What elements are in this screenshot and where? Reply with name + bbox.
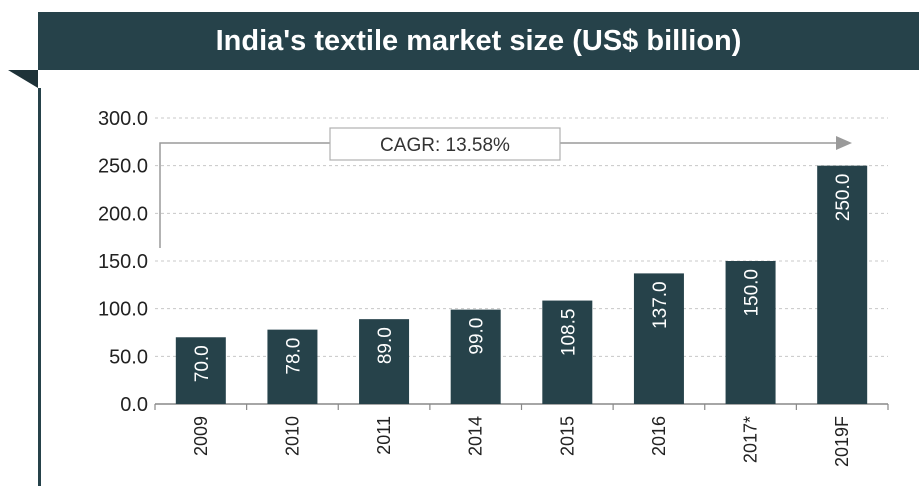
bar-value-label: 250.0	[833, 174, 854, 222]
bar	[267, 329, 318, 404]
bar	[542, 300, 593, 404]
y-tick-label: 0.0	[120, 394, 148, 416]
y-tick-label: 200.0	[98, 203, 148, 225]
x-axis-labels: 2009 2010 2011 2014 2015 2016 2017* 2019F	[191, 416, 852, 467]
chart-title: India's textile market size (US$ billion…	[215, 25, 742, 57]
gridlines	[155, 117, 888, 357]
cagr-arrow-left	[159, 142, 335, 248]
bar-value-label: 108.5	[558, 309, 579, 357]
bar-value-label: 70.0	[192, 345, 213, 382]
x-tick-label: 2019F	[832, 416, 852, 467]
bar	[817, 165, 868, 404]
y-tick-label: 300.0	[98, 108, 148, 130]
bar	[175, 337, 226, 404]
x-tick-label: 2011	[374, 416, 394, 455]
x-tick-label: 2014	[466, 416, 486, 456]
bar-value-label: 99.0	[467, 318, 488, 355]
cagr-arrowhead	[836, 136, 852, 150]
cagr-box	[329, 127, 561, 161]
y-tick-label: 150.0	[98, 251, 148, 273]
title-bar: India's textile market size (US$ billion…	[38, 12, 919, 70]
y-tick-label: 250.0	[98, 156, 148, 178]
title-fold-decoration	[8, 70, 38, 88]
y-tick-label: 100.0	[98, 299, 148, 321]
cagr-annotation: CAGR: 13.58%	[159, 127, 852, 248]
bar-value-label: 137.0	[650, 281, 671, 329]
x-tick-label: 2017*	[741, 416, 761, 463]
x-axis	[154, 403, 889, 410]
x-tick-label: 2016	[649, 416, 669, 456]
x-tick-label: 2015	[557, 416, 577, 456]
bar	[450, 309, 501, 404]
x-tick-label: 2010	[282, 416, 302, 456]
y-tick-label: 50.0	[109, 346, 148, 368]
y-axis-ticks: 0.0 50.0 100.0 150.0 200.0 250.0 300.0	[98, 108, 148, 416]
x-tick-label: 2009	[191, 416, 211, 456]
bar	[725, 261, 776, 404]
bar	[633, 273, 684, 404]
bar-value-label: 89.0	[375, 327, 396, 364]
bar	[359, 319, 410, 404]
bar-value-label: 78.0	[283, 338, 304, 375]
bars: 70.0 78.0 89.0 99.0 108.5 137.0 150.0 250.0	[175, 165, 868, 404]
cagr-label: CAGR: 13.58%	[380, 135, 510, 156]
left-border-rule	[38, 88, 41, 486]
bar-value-label: 150.0	[742, 269, 763, 317]
